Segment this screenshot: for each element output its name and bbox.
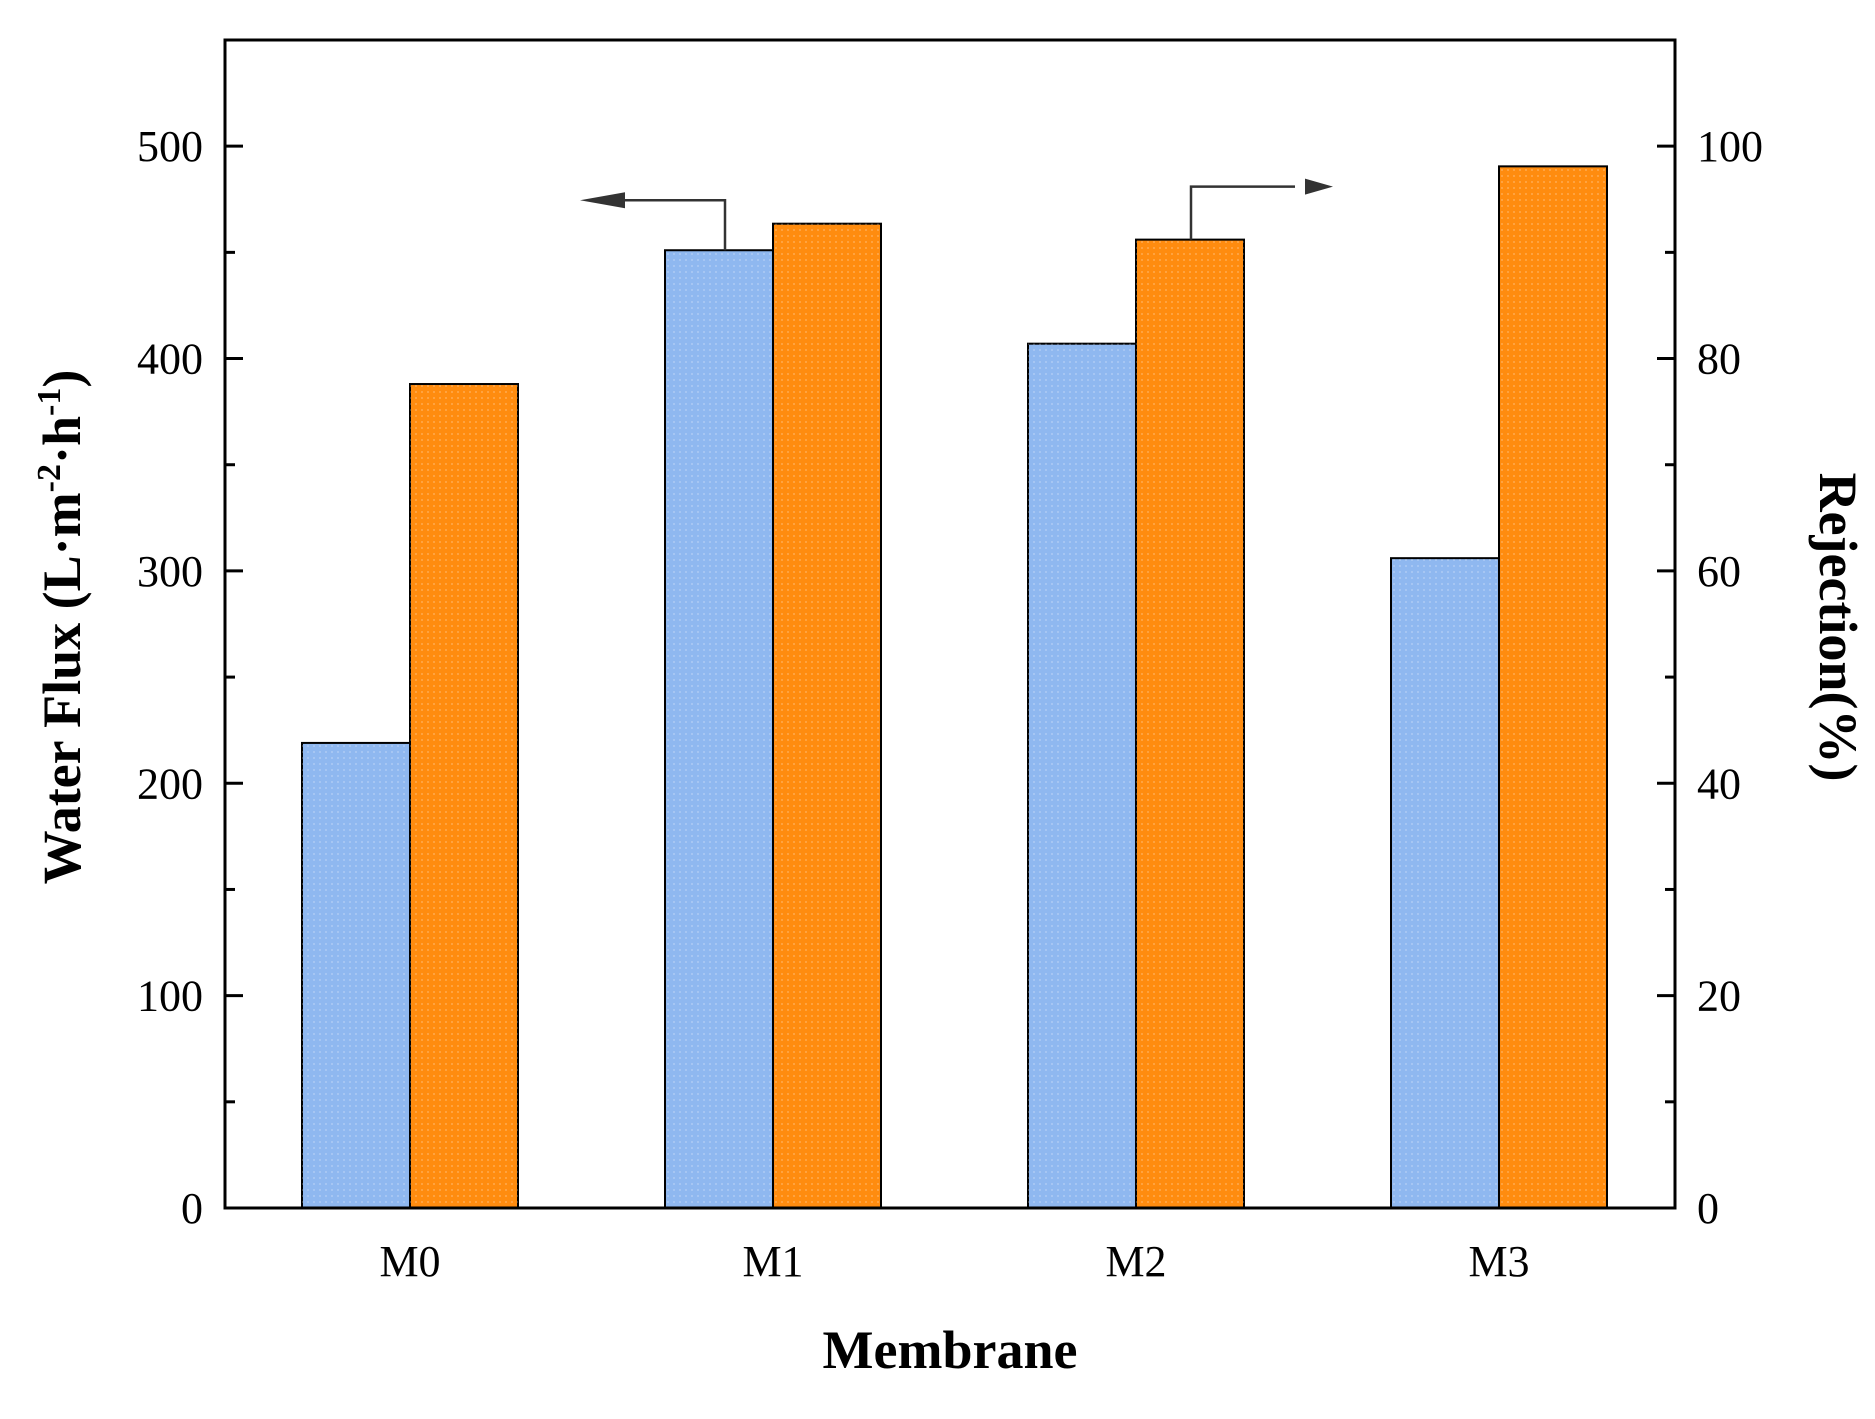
y2-tick-label-20: 20 [1697, 972, 1741, 1021]
y-tick-label-100: 100 [137, 972, 203, 1021]
y2-tick-label-40: 40 [1697, 759, 1741, 808]
y2-tick-label-0: 0 [1697, 1184, 1719, 1233]
x-axis-title: Membrane [823, 1320, 1078, 1380]
x-tick-label-M1: M1 [742, 1237, 803, 1286]
bar-texture-flux-M2 [1028, 343, 1136, 1208]
arrow-right-head [1305, 178, 1333, 195]
bar-texture-flux-M1 [665, 250, 773, 1209]
y-tick-label-200: 200 [137, 759, 203, 808]
y-axis-title-mid: ·h [32, 416, 92, 464]
y-tick-label-400: 400 [137, 335, 203, 384]
axes-layer: 0 100 200 300 400 500 0 20 40 60 80 100 M0 M1 M2 M3 [137, 38, 1763, 1286]
arrow-right-line [1189, 185, 1295, 240]
y2-tick-label-80: 80 [1697, 335, 1741, 384]
bar-texture-rejection-M1 [773, 223, 881, 1208]
y-tick-label-0: 0 [181, 1184, 203, 1233]
y-axis-title-sup2: -1 [31, 388, 68, 416]
y2-tick-label-100: 100 [1697, 122, 1763, 171]
y-tick-label-500: 500 [137, 122, 203, 171]
bar-texture-rejection-M3 [1499, 166, 1607, 1209]
y-axis-title: Water Flux (L·m-2·h-1) [31, 370, 92, 885]
arrow-left-line [620, 198, 727, 251]
annotation-layer [580, 178, 1333, 251]
x-tick-label-M2: M2 [1105, 1237, 1166, 1286]
y-axis-title-main: Water Flux (L·m [32, 492, 92, 884]
y-axis-title-sup1: -2 [31, 464, 68, 492]
y-axis-title-end: ) [32, 370, 92, 388]
arrow-left-head [580, 192, 625, 209]
x-tick-label-M3: M3 [1468, 1237, 1529, 1286]
x-tick-label-M0: M0 [379, 1237, 440, 1286]
bar-texture-rejection-M0 [410, 384, 518, 1209]
y2-axis-title: Rejection(%) [1808, 473, 1868, 782]
bars-layer [301, 165, 1608, 1210]
bar-texture-rejection-M2 [1136, 239, 1244, 1208]
bar-texture-flux-M3 [1391, 558, 1499, 1208]
plot-frame [223, 38, 1677, 1210]
bar-texture-flux-M0 [302, 742, 410, 1208]
y-tick-label-300: 300 [137, 547, 203, 596]
y2-tick-label-60: 60 [1697, 547, 1741, 596]
